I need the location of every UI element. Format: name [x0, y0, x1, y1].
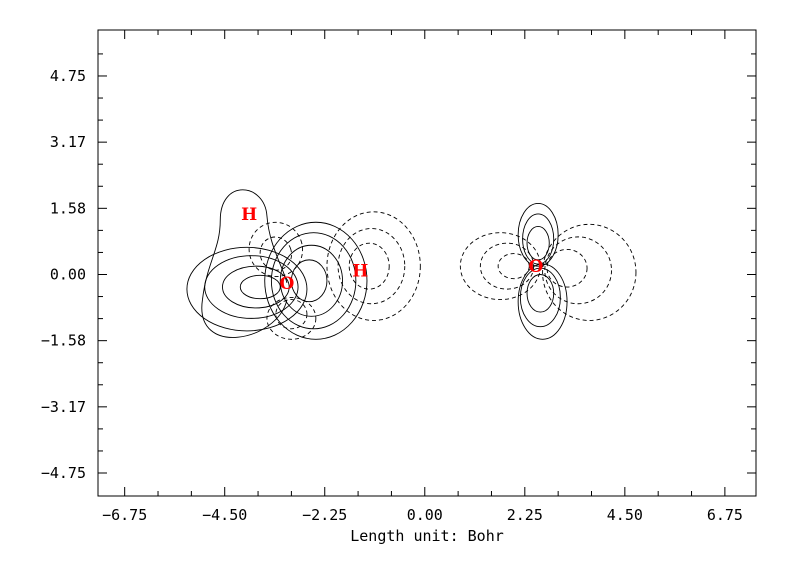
negative-contour: [546, 248, 588, 288]
negative-contour: [544, 236, 612, 305]
atom-label-h: H: [352, 261, 368, 281]
positive-contour: [279, 244, 343, 317]
x-axis-ticks: −6.75 −4.50 −2.25 0.00 2.25 4.50 6.75: [102, 30, 743, 524]
positive-contour: [264, 221, 368, 340]
positive-contour: [522, 213, 555, 265]
positive-contour: [239, 274, 281, 300]
negative-contour: [326, 211, 421, 321]
positive-contour: [186, 246, 308, 332]
negative-contour: [266, 297, 317, 340]
y-tick-label: 1.58: [50, 199, 86, 217]
x-tick-label: 2.25: [507, 506, 543, 524]
y-tick-label: 0.00: [50, 265, 86, 283]
negative-contour: [348, 242, 390, 290]
x-tick-label: −4.50: [202, 506, 247, 524]
negative-contour: [479, 242, 535, 290]
atom-labels: O H H O: [241, 205, 543, 294]
negative-contour: [497, 253, 530, 280]
x-tick-label: 0.00: [407, 506, 443, 524]
x-tick-label: 6.75: [707, 506, 743, 524]
contour-lines: [186, 189, 637, 340]
atom-label-h: H: [241, 205, 257, 225]
x-tick-label: 4.50: [607, 506, 643, 524]
negative-contour: [337, 228, 406, 305]
positive-contour: [526, 274, 555, 313]
negative-contour: [248, 221, 304, 277]
x-tick-label: −6.75: [102, 506, 147, 524]
y-tick-label: −1.58: [41, 332, 86, 350]
x-tick-label: −2.25: [302, 506, 347, 524]
atom-label-o: O: [529, 257, 544, 277]
negative-contour: [275, 299, 308, 330]
positive-contour: [270, 232, 357, 330]
y-axis-ticks: 4.75 3.17 1.58 0.00 −1.58 −3.17 −4.75: [41, 53, 756, 482]
positive-contour: [517, 202, 559, 267]
positive-contour: [290, 259, 328, 303]
positive-contour: [526, 225, 550, 261]
positive-contour: [222, 265, 290, 309]
y-tick-label: 3.17: [50, 133, 86, 151]
positive-contour: [517, 263, 568, 340]
x-axis-title: Length unit: Bohr: [350, 527, 504, 545]
positive-contour: [519, 267, 561, 328]
plot-frame: [97, 29, 757, 497]
negative-contour: [259, 236, 292, 271]
atom-label-o: O: [280, 274, 295, 294]
y-tick-label: −4.75: [41, 464, 86, 482]
negative-contour: [542, 223, 637, 321]
y-tick-label: −3.17: [41, 398, 86, 416]
y-tick-label: 4.75: [50, 67, 86, 85]
positive-contour: [201, 189, 288, 338]
